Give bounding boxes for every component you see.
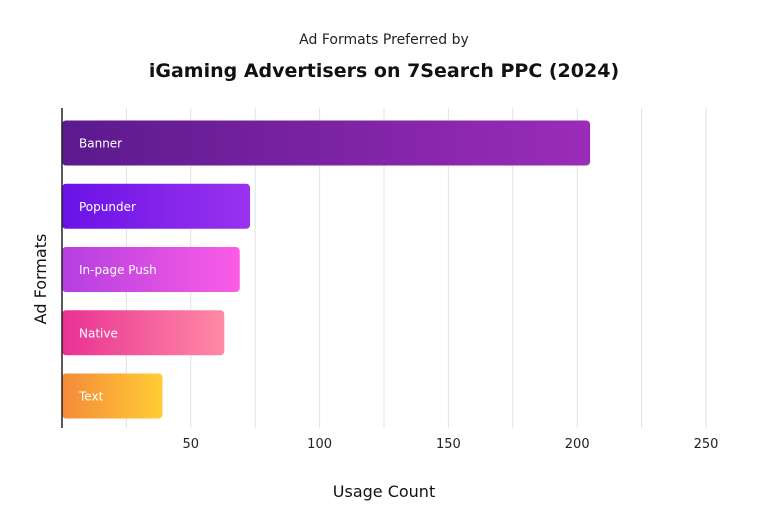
bar-in-page-push bbox=[62, 247, 240, 292]
bar-text bbox=[62, 373, 163, 419]
x-tick-label: 100 bbox=[307, 437, 332, 452]
y-axis-title: Ad Formats bbox=[31, 234, 50, 325]
chart-title: iGaming Advertisers on 7Search PPC (2024… bbox=[148, 60, 620, 82]
x-tick-label: 50 bbox=[183, 437, 200, 452]
x-tick-label: 250 bbox=[694, 437, 719, 452]
x-axis-ticks: 50 100 150 200 250 bbox=[183, 437, 719, 452]
bar-banner bbox=[62, 120, 591, 166]
bar-label: In-page Push bbox=[79, 263, 157, 277]
x-tick-label: 200 bbox=[565, 437, 590, 452]
x-tick-label: 150 bbox=[436, 437, 461, 452]
chart-subtitle: Ad Formats Preferred by bbox=[299, 32, 469, 48]
bar-label: Popunder bbox=[79, 200, 136, 214]
bar-label: Native bbox=[79, 326, 118, 340]
bar-popunder bbox=[62, 183, 251, 229]
bar-native bbox=[62, 310, 225, 356]
bar-label: Text bbox=[78, 390, 104, 404]
bar-label: Banner bbox=[79, 137, 122, 151]
x-axis-title: Usage Count bbox=[333, 482, 435, 501]
bars: Banner Popunder In-page Push Native Text bbox=[62, 120, 591, 419]
